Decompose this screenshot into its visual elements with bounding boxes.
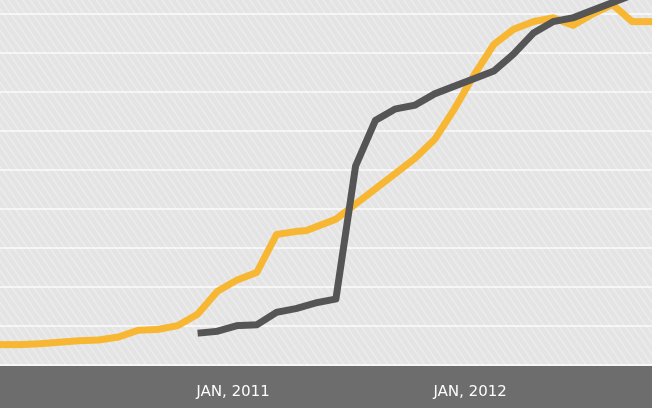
gridlines: [0, 13, 652, 366]
series-layer: [0, 0, 652, 349]
x-tick-label: JAN, 2011: [195, 382, 269, 400]
x-axis-band: [0, 366, 652, 408]
x-axis-ticks: JAN, 2011 JAN, 2012: [195, 382, 506, 400]
x-tick-label: JAN, 2012: [433, 382, 507, 400]
series-line-2: [197, 0, 629, 337]
series-line-1: [0, 1, 652, 349]
plot-background: [0, 0, 652, 366]
